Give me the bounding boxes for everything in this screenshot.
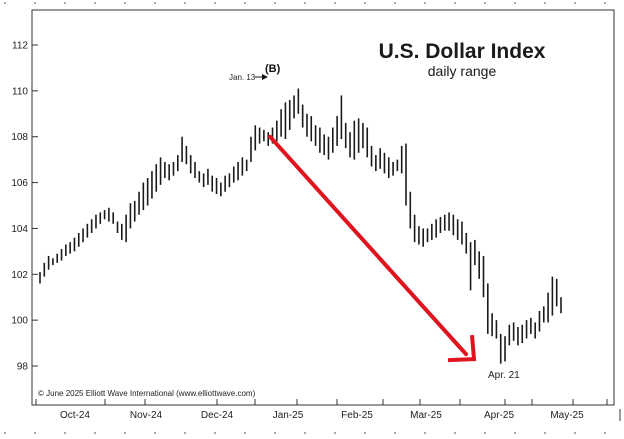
price-bars [39, 88, 562, 364]
x-tick-label: Jan-25 [273, 410, 304, 421]
peak-pointer-icon [255, 74, 268, 80]
y-tick-label: 98 [17, 362, 29, 373]
x-axis: Oct-24 Nov-24 Dec-24 Jan-25 Feb-25 Mar-25 Apr-… [35, 399, 608, 421]
low-date-label: Apr. 21 [488, 370, 520, 381]
wave-b-label: (B) [265, 63, 281, 75]
x-tick-label: Nov-24 [130, 410, 163, 421]
x-tick-label: May-25 [550, 410, 584, 421]
y-tick-label: 110 [12, 86, 28, 97]
y-tick-label: 102 [11, 270, 28, 281]
arrow-shaft [268, 134, 468, 357]
y-tick-label: 106 [11, 178, 28, 189]
y-tick-label: 112 [12, 41, 28, 52]
y-tick-label: 104 [11, 224, 28, 235]
plot-frame [31, 9, 615, 406]
peak-date-label: Jan. 13 [229, 73, 256, 82]
border-dashes [4, 2, 621, 434]
x-tick-label: Dec-24 [201, 410, 234, 421]
y-tick-label: 100 [11, 316, 28, 327]
x-tick-label: Feb-25 [341, 410, 373, 421]
copyright-notice: © June 2025 Elliott Wave International (… [38, 389, 256, 398]
chart-title: U.S. Dollar Index [379, 40, 546, 63]
y-tick-label: 108 [11, 132, 28, 143]
arrow-head-icon [447, 334, 477, 363]
x-tick-label: Oct-24 [60, 410, 90, 421]
chart-subtitle: daily range [428, 63, 497, 79]
trend-arrow [268, 134, 477, 363]
x-tick-label: Apr-25 [484, 410, 514, 421]
y-axis: 98 100 102 104 106 108 110 112 [11, 41, 38, 373]
x-tick-label: Mar-25 [410, 410, 442, 421]
